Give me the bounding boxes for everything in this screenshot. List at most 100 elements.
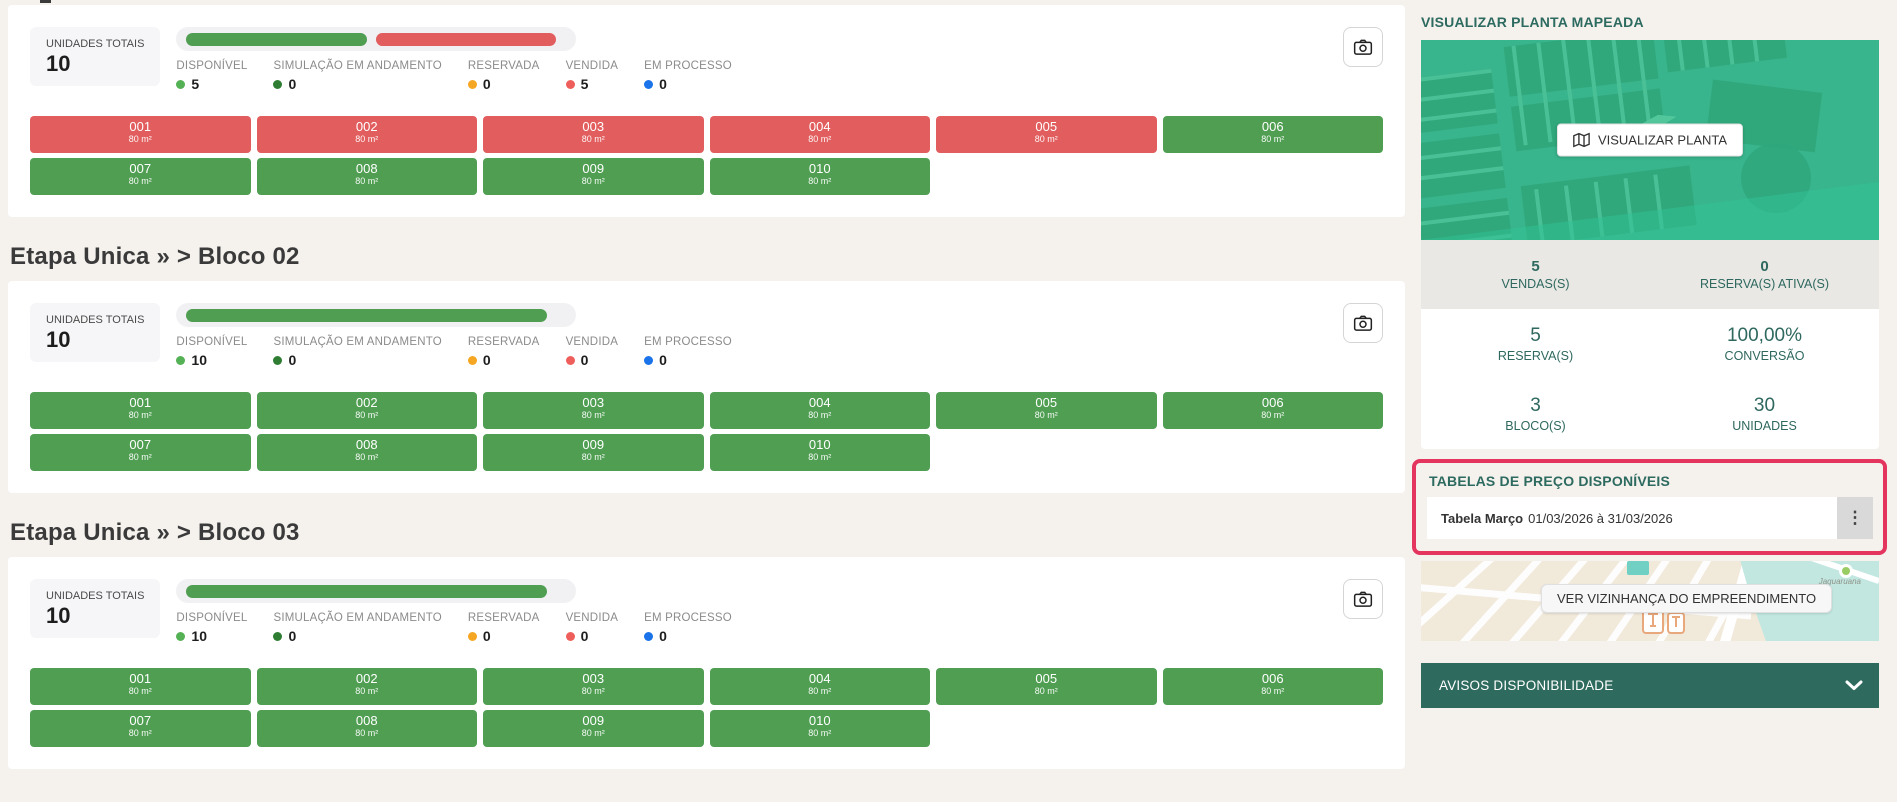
unit-tile[interactable]: 003 80 m² [483, 116, 704, 153]
unit-tile[interactable]: 007 80 m² [30, 158, 251, 195]
unit-tile[interactable]: 005 80 m² [936, 392, 1157, 429]
unit-tile[interactable]: 010 80 m² [709, 434, 930, 471]
unit-area: 80 m² [581, 452, 605, 462]
legend-label: SIMULAÇÃO EM ANDAMENTO [273, 612, 442, 624]
unit-tile[interactable]: 009 80 m² [483, 158, 704, 195]
visualizar-planta-button[interactable]: VISUALIZAR PLANTA [1556, 123, 1744, 157]
unit-tile[interactable]: 001 80 m² [30, 392, 251, 429]
legend-item: VENDIDA 5 [565, 60, 619, 92]
unit-area: 80 m² [355, 176, 379, 186]
status-dot-icon [565, 355, 575, 365]
legend-item: DISPONÍVEL 10 [176, 336, 247, 368]
unit-number: 002 [355, 119, 378, 134]
camera-icon [1353, 314, 1373, 332]
stat-vendas: 5 VENDAS(S) [1421, 240, 1650, 309]
unit-number: 005 [1035, 395, 1058, 410]
unit-number: 005 [1035, 671, 1058, 686]
page-root: UNIDADES TOTAIS 10 DISPONÍVEL 5 SIMULAÇÃO … [8, 5, 1887, 769]
status-dot-icon [176, 79, 186, 89]
unit-tile[interactable]: 009 80 m² [483, 434, 704, 471]
unit-tile[interactable]: 001 80 m² [30, 668, 251, 705]
unit-tile[interactable]: 006 80 m² [1162, 392, 1383, 429]
unit-tile[interactable]: 006 80 m² [1162, 668, 1383, 705]
unit-tile[interactable]: 003 80 m² [483, 392, 704, 429]
unit-number: 007 [129, 713, 152, 728]
unit-tile[interactable]: 002 80 m² [256, 392, 477, 429]
legend-item: RESERVADA 0 [467, 60, 540, 92]
unit-tile[interactable]: 003 80 m² [483, 668, 704, 705]
units-total-box: UNIDADES TOTAIS 10 [30, 579, 161, 638]
legend-value: 0 [644, 628, 732, 644]
stats-row: 5 RESERVA(S) 100,00% CONVERSÃO [1421, 309, 1879, 379]
unit-tile[interactable]: 005 80 m² [936, 116, 1157, 153]
availability-bar [176, 303, 577, 327]
status-dot-icon [644, 355, 654, 365]
unit-tile[interactable]: 004 80 m² [709, 392, 930, 429]
unit-tile[interactable]: 002 80 m² [256, 116, 477, 153]
unit-number: 006 [1261, 119, 1284, 134]
unit-tile[interactable]: 004 80 m² [709, 116, 930, 153]
availability-summary: DISPONÍVEL 10 SIMULAÇÃO EM ANDAMENTO 0 RESER… [176, 579, 732, 644]
legend-value: 0 [467, 628, 540, 644]
unit-number: 008 [355, 437, 378, 452]
status-dot-icon [467, 79, 477, 89]
snapshot-button[interactable] [1343, 27, 1383, 67]
unit-tile[interactable]: 007 80 m² [30, 434, 251, 471]
availability-legend: DISPONÍVEL 10 SIMULAÇÃO EM ANDAMENTO 0 RESER… [176, 612, 732, 644]
unit-area: 80 m² [581, 728, 605, 738]
legend-item: SIMULAÇÃO EM ANDAMENTO 0 [273, 612, 442, 644]
unit-area: 80 m² [581, 134, 605, 144]
legend-item: SIMULAÇÃO EM ANDAMENTO 0 [273, 336, 442, 368]
price-table-name: Tabela Março [1441, 510, 1524, 526]
status-dot-icon [176, 631, 186, 641]
unit-number: 006 [1261, 395, 1284, 410]
legend-item: VENDIDA 0 [565, 612, 619, 644]
legend-label: VENDIDA [565, 612, 619, 624]
block-heading: Etapa Unica » > Bloco 02 [10, 243, 300, 270]
legend-item: RESERVADA 0 [467, 336, 540, 368]
unit-area: 80 m² [355, 728, 379, 738]
unit-tile[interactable]: 010 80 m² [709, 710, 930, 747]
unit-tile[interactable]: 006 80 m² [1162, 116, 1383, 153]
stat-value: 5 [1530, 325, 1541, 346]
unit-tile[interactable]: 008 80 m² [256, 158, 477, 195]
snapshot-button[interactable] [1343, 303, 1383, 343]
legend-label: SIMULAÇÃO EM ANDAMENTO [273, 336, 442, 348]
unit-tile[interactable]: 007 80 m² [30, 710, 251, 747]
legend-count: 10 [191, 352, 207, 368]
unit-area: 80 m² [1261, 134, 1285, 144]
chevron-down-icon [1845, 680, 1863, 691]
unit-tile[interactable]: 009 80 m² [483, 710, 704, 747]
legend-count: 0 [659, 628, 667, 644]
legend-label: VENDIDA [565, 60, 619, 72]
snapshot-button[interactable] [1343, 579, 1383, 619]
unit-area: 80 m² [581, 686, 605, 696]
kebab-menu-icon[interactable]: ⋮ [1837, 497, 1873, 539]
legend-item: VENDIDA 0 [565, 336, 619, 368]
legend-label: VENDIDA [565, 336, 619, 348]
unit-tile[interactable]: 002 80 m² [256, 668, 477, 705]
block-heading: Etapa Unica » > Bloco 03 [10, 519, 300, 546]
camera-icon [1353, 38, 1373, 56]
units-grid: 001 80 m² 002 80 m² 003 80 m² 004 80 m² 005 80 m²… [30, 392, 1383, 471]
legend-count: 5 [191, 76, 200, 92]
unit-tile[interactable]: 001 80 m² [30, 116, 251, 153]
unit-tile[interactable]: 008 80 m² [256, 710, 477, 747]
units-total-box: UNIDADES TOTAIS 10 [30, 27, 161, 86]
map-place-label: Jaguaruana [1818, 577, 1861, 586]
visualizar-planta-label: VISUALIZAR PLANTA [1597, 132, 1728, 148]
unit-tile[interactable]: 010 80 m² [709, 158, 930, 195]
avisos-disponibilidade-header[interactable]: AVISOS DISPONIBILIDADE [1421, 663, 1879, 708]
legend-item: RESERVADA 0 [467, 612, 540, 644]
unit-tile[interactable]: 008 80 m² [256, 434, 477, 471]
unit-number: 009 [582, 161, 605, 176]
unit-tile[interactable]: 004 80 m² [709, 668, 930, 705]
legend-label: DISPONÍVEL [176, 60, 248, 72]
stat-value: 100,00% [1726, 325, 1802, 346]
price-tables-highlight-annotation: TABELAS DE PREÇO DISPONÍVEIS Tabela Març… [1412, 459, 1887, 555]
unit-area: 80 m² [128, 452, 152, 462]
unit-area: 80 m² [355, 134, 379, 144]
unit-tile[interactable]: 005 80 m² [936, 668, 1157, 705]
unit-number: 002 [355, 395, 378, 410]
ver-vizinhanca-button[interactable]: VER VIZINHANÇA DO EMPREENDIMENTO [1541, 584, 1833, 613]
